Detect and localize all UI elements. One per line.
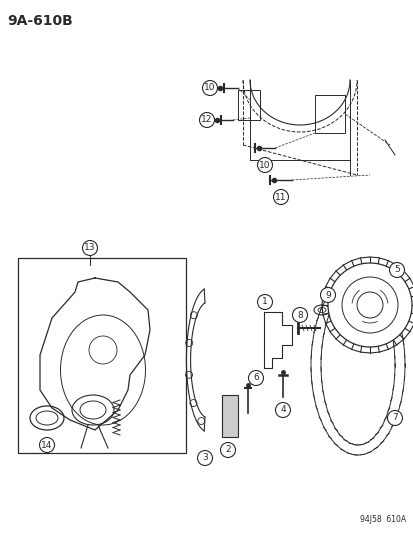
Circle shape <box>273 190 288 205</box>
Text: 3: 3 <box>202 454 207 463</box>
Circle shape <box>389 262 404 278</box>
Text: 13: 13 <box>84 244 95 253</box>
Circle shape <box>275 402 290 417</box>
Bar <box>18 258 185 453</box>
Circle shape <box>292 308 307 322</box>
Text: 9: 9 <box>324 290 330 300</box>
Circle shape <box>185 372 192 378</box>
Text: 6: 6 <box>252 374 258 383</box>
Text: 5: 5 <box>393 265 399 274</box>
Circle shape <box>257 157 272 173</box>
Circle shape <box>248 370 263 385</box>
Ellipse shape <box>313 305 329 315</box>
Text: 7: 7 <box>391 414 397 423</box>
Text: 10: 10 <box>259 160 270 169</box>
Circle shape <box>39 438 55 453</box>
Circle shape <box>202 80 217 95</box>
Text: 8: 8 <box>297 311 302 319</box>
Circle shape <box>387 410 401 425</box>
Text: 94J58  610A: 94J58 610A <box>359 515 405 524</box>
Circle shape <box>185 340 192 346</box>
Circle shape <box>327 263 411 347</box>
Circle shape <box>320 287 335 303</box>
Circle shape <box>257 295 272 310</box>
Circle shape <box>197 417 204 424</box>
Circle shape <box>220 442 235 457</box>
Bar <box>314 95 344 133</box>
Text: 12: 12 <box>201 116 212 125</box>
Text: 11: 11 <box>275 192 286 201</box>
Circle shape <box>82 240 97 255</box>
Text: 14: 14 <box>41 440 52 449</box>
Text: 10: 10 <box>204 84 215 93</box>
Circle shape <box>199 112 214 127</box>
Text: 9A-610B: 9A-610B <box>7 14 73 28</box>
Text: 4: 4 <box>280 406 285 415</box>
Text: 2: 2 <box>225 446 230 455</box>
Circle shape <box>190 400 197 407</box>
Text: 1: 1 <box>261 297 267 306</box>
Circle shape <box>197 450 212 465</box>
Bar <box>237 90 259 120</box>
Bar <box>221 395 237 437</box>
Circle shape <box>190 312 197 319</box>
